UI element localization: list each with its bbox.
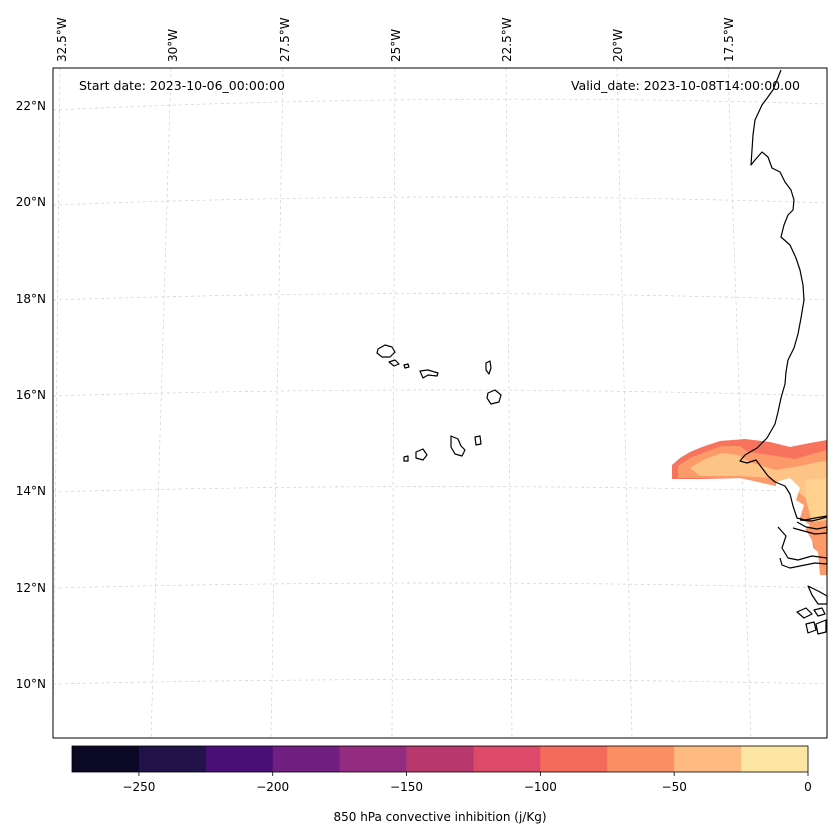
colorbar-ticks: −250 −200 −150 −100 −50 0 — [122, 772, 812, 794]
cin-field — [672, 439, 827, 575]
colorbar-swatch — [339, 746, 407, 772]
lat-label: 22°N — [16, 99, 46, 113]
bijagos-islands — [796, 607, 827, 635]
colorbar-tick-label: −150 — [390, 780, 423, 794]
island-fogo — [415, 448, 428, 461]
latitude-labels: 22°N 20°N 18°N 16°N 14°N 12°N 10°N — [16, 99, 46, 691]
lon-label: 17.5°W — [722, 17, 736, 62]
map-frame — [52, 67, 828, 739]
island-santa-luzia — [403, 363, 410, 369]
colorbar-tick-label: −100 — [524, 780, 557, 794]
lon-label: 32.5°W — [55, 17, 69, 62]
lon-label: 25°W — [389, 29, 403, 62]
lat-label: 16°N — [16, 388, 46, 402]
africa-coastline — [739, 69, 805, 483]
colorbar-tick-label: −200 — [256, 780, 289, 794]
colorbar-label: 850 hPa convective inhibition (j/Kg) — [333, 810, 546, 824]
colorbar-swatch — [272, 746, 340, 772]
start-date-label: Start date: 2023-10-06_00:00:00 — [79, 78, 285, 93]
senegal-river-coast — [774, 481, 828, 521]
island-santiago — [450, 435, 466, 457]
gridlines — [52, 67, 828, 739]
guinea-coast — [807, 585, 828, 605]
island-sao-nicolau — [419, 369, 439, 379]
lon-label: 27.5°W — [278, 17, 292, 62]
colorbar-tick-label: 0 — [804, 780, 812, 794]
island-maio — [474, 435, 482, 446]
lon-label: 30°W — [166, 29, 180, 62]
lat-label: 20°N — [16, 195, 46, 209]
colorbar-frame — [71, 745, 809, 773]
colorbar-tick-label: −50 — [662, 780, 687, 794]
colorbar-swatches — [72, 746, 809, 772]
colorbar-swatch — [138, 746, 207, 772]
colorbar-swatch — [72, 746, 140, 772]
cin-field-inner — [690, 453, 827, 520]
island-brava — [403, 455, 409, 462]
colorbar-swatch — [406, 746, 474, 772]
lat-label: 10°N — [16, 677, 46, 691]
colorbar-swatch — [741, 746, 809, 772]
cin-field-land-mask — [776, 478, 820, 575]
colorbar-swatch — [540, 746, 608, 772]
island-santo-antao — [376, 344, 396, 358]
cin-field-patch — [805, 478, 827, 522]
coastlines — [376, 69, 828, 635]
longitude-labels: 32.5°W 30°W 27.5°W 25°W 22.5°W 20°W 17.5… — [55, 17, 736, 62]
colorbar-swatch — [205, 746, 274, 772]
colorbar-swatch — [473, 746, 541, 772]
island-sal — [485, 360, 492, 375]
lon-label: 20°W — [611, 29, 625, 62]
island-boa-vista — [486, 389, 502, 405]
lat-label: 12°N — [16, 581, 46, 595]
island-sao-vicente — [388, 359, 400, 367]
lat-label: 18°N — [16, 292, 46, 306]
colorbar-swatch — [607, 746, 675, 772]
colorbar-swatch — [674, 746, 742, 772]
lat-label: 14°N — [16, 484, 46, 498]
senegal-border — [799, 516, 828, 522]
colorbar: −250 −200 −150 −100 −50 0 850 hPa convective … — [71, 745, 812, 824]
colorbar-tick-label: −250 — [122, 780, 155, 794]
lon-label: 22.5°W — [500, 17, 514, 62]
valid-date-label: Valid_date: 2023-10-08T14:00:00.00 — [571, 78, 800, 93]
